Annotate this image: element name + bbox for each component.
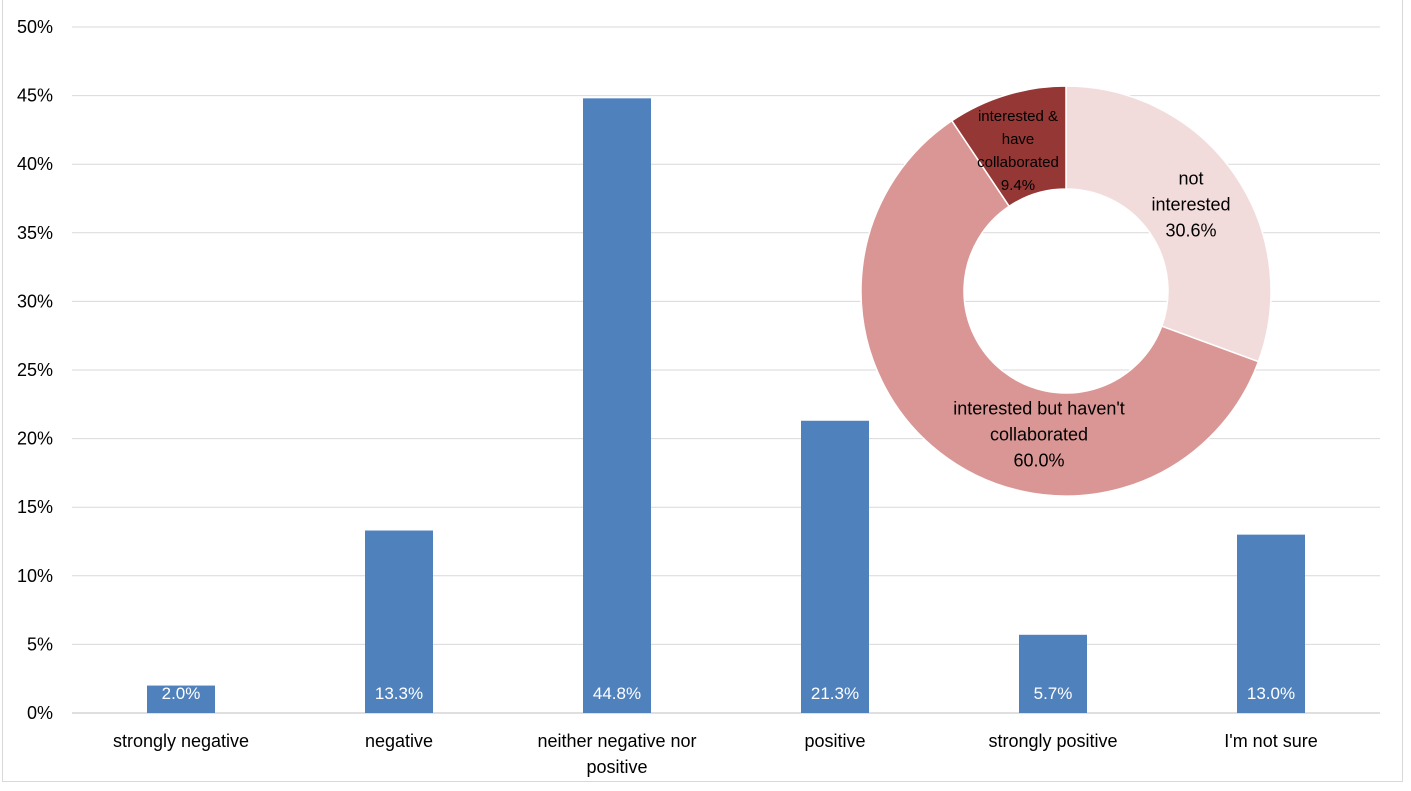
x-tick-label: strongly negative [113, 731, 249, 751]
slice-value-label: 30.6% [1165, 220, 1216, 240]
y-tick-label: 5% [27, 634, 53, 654]
bar [365, 530, 433, 713]
x-tick-label: positive [804, 731, 865, 751]
donut-slice [1065, 85, 1272, 363]
y-tick-label: 45% [17, 86, 53, 106]
slice-label: collaborated [990, 424, 1088, 444]
x-tick-label: negative [365, 731, 433, 751]
x-tick-label: I'm not sure [1224, 731, 1317, 751]
y-tick-label: 40% [17, 154, 53, 174]
x-tick-label: neither negative nor [537, 731, 696, 751]
x-axis: strongly negative negative neither negativ… [113, 731, 1318, 777]
y-tick-label: 35% [17, 223, 53, 243]
slice-value-label: 60.0% [1013, 450, 1064, 470]
donut-chart: not interested 30.6% interested but haven't… [860, 85, 1272, 497]
donut-slice [860, 119, 1260, 497]
bar [583, 98, 651, 714]
slice-label: interested & [978, 108, 1058, 125]
y-tick-label: 30% [17, 291, 53, 311]
y-tick-label: 15% [17, 497, 53, 517]
y-tick-label: 0% [27, 703, 53, 723]
y-tick-label: 20% [17, 429, 53, 449]
bar-data-label: 21.3% [811, 684, 859, 703]
y-tick-label: 50% [17, 17, 53, 37]
donut-slice [950, 85, 1067, 208]
bar [1019, 634, 1087, 713]
bar [147, 685, 215, 713]
slice-label: collaborated [977, 154, 1059, 171]
slice-label: have [1002, 131, 1035, 148]
bar-data-label: 2.0% [162, 684, 201, 703]
slice-label: interested [1151, 194, 1230, 214]
y-tick-label: 10% [17, 566, 53, 586]
slice-label: not [1178, 168, 1203, 188]
bar [801, 420, 869, 713]
x-tick-label: strongly positive [988, 731, 1117, 751]
y-tick-label: 25% [17, 360, 53, 380]
bar-data-label: 13.0% [1247, 684, 1295, 703]
x-tick-label: positive [586, 757, 647, 777]
bar-data-label: 13.3% [375, 684, 423, 703]
bar-data-label: 5.7% [1034, 684, 1073, 703]
y-axis: 0% 5% 10% 15% 20% 25% 30% 35% 40% 45% 50% [17, 17, 53, 723]
bar [1237, 534, 1305, 713]
slice-value-label: 9.4% [1001, 177, 1035, 194]
slice-label: interested but haven't [953, 398, 1125, 418]
bar-data-label: 44.8% [593, 684, 641, 703]
bar-series: 2.0% 13.3% 44.8% 21.3% 5.7% 13.0% [147, 98, 1305, 714]
